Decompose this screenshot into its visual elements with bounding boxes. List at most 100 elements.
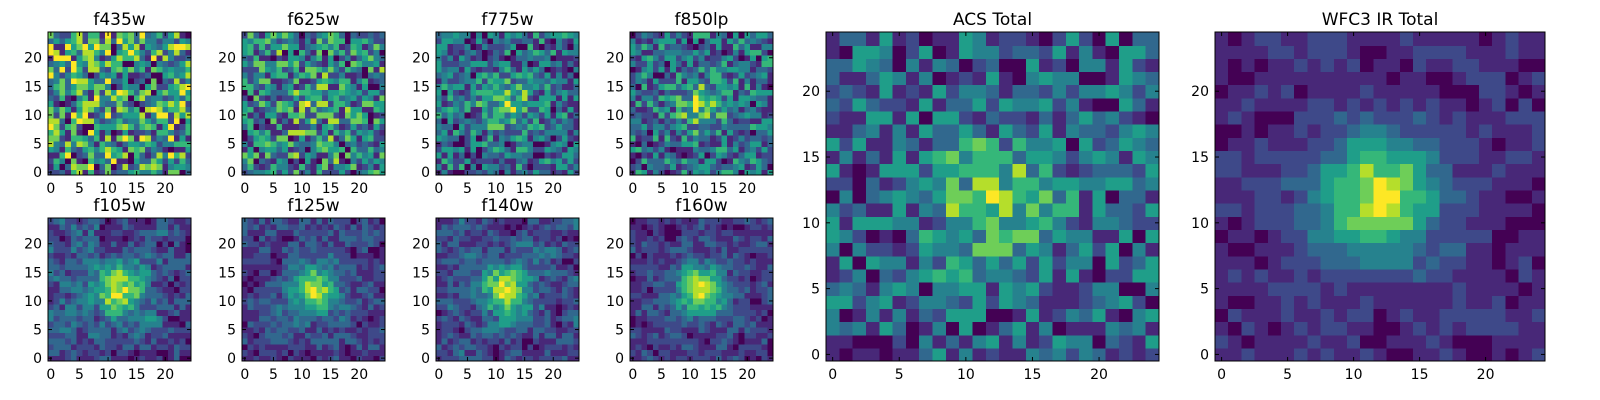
heatmap-cell bbox=[344, 72, 352, 79]
heatmap-cell bbox=[721, 309, 728, 316]
heatmap-cell bbox=[362, 94, 369, 102]
heatmap-cell bbox=[727, 292, 734, 299]
heatmap-cell bbox=[264, 338, 272, 345]
heatmap-cell bbox=[356, 298, 363, 305]
heatmap-cell bbox=[82, 303, 89, 311]
heatmap-cell bbox=[88, 49, 95, 56]
heatmap-cell bbox=[105, 309, 112, 316]
heatmap-cell bbox=[493, 100, 500, 107]
heatmap-cell bbox=[538, 43, 546, 50]
heatmap-cell bbox=[316, 117, 323, 125]
heatmap-cell bbox=[458, 269, 466, 276]
heatmap-cell bbox=[282, 218, 289, 225]
heatmap-cell bbox=[556, 292, 563, 299]
heatmap-cell bbox=[339, 43, 346, 50]
heatmap-cell bbox=[105, 263, 112, 271]
heatmap-cell bbox=[173, 286, 181, 293]
heatmap-cell bbox=[168, 146, 175, 153]
heatmap-cell bbox=[264, 32, 272, 39]
heatmap-cell bbox=[550, 303, 557, 311]
heatmap-cell bbox=[698, 146, 705, 153]
heatmap-cell bbox=[185, 263, 192, 271]
heatmap-cell bbox=[481, 355, 489, 362]
heatmap-cell bbox=[487, 49, 494, 56]
heatmap-cell bbox=[310, 112, 317, 119]
heatmap-cell bbox=[339, 320, 346, 328]
heatmap-cell bbox=[59, 315, 66, 322]
heatmap-cell bbox=[53, 343, 61, 351]
heatmap-cell bbox=[567, 152, 574, 159]
heatmap-cell bbox=[304, 146, 312, 153]
heatmap-cell bbox=[162, 37, 169, 45]
heatmap-cell bbox=[538, 252, 546, 259]
heatmap-cell bbox=[93, 258, 101, 265]
heatmap-cell bbox=[436, 60, 443, 67]
heatmap-cell bbox=[504, 303, 511, 311]
heatmap-cell bbox=[150, 252, 158, 259]
heatmap-cell bbox=[670, 326, 677, 333]
heatmap-cell bbox=[287, 275, 295, 282]
heatmap-cell bbox=[293, 263, 300, 271]
heatmap-cell bbox=[333, 83, 340, 90]
heatmap-cell bbox=[533, 134, 540, 142]
heatmap-cell bbox=[658, 280, 665, 288]
heatmap-cell bbox=[333, 229, 340, 236]
heatmap-cell bbox=[367, 326, 375, 333]
heatmap-cell bbox=[521, 123, 529, 130]
heatmap-cell bbox=[453, 152, 460, 159]
heatmap-cell bbox=[247, 309, 255, 316]
heatmap-cell bbox=[470, 60, 477, 67]
heatmap-cell bbox=[322, 320, 329, 328]
heatmap-cell bbox=[447, 83, 454, 90]
heatmap-cell bbox=[727, 338, 734, 345]
heatmap-cell bbox=[556, 60, 563, 67]
heatmap-cell bbox=[287, 94, 295, 102]
heatmap-cell bbox=[242, 320, 249, 328]
x-tick-label: 10 bbox=[99, 181, 117, 197]
heatmap-cell bbox=[767, 320, 774, 328]
heatmap-cell bbox=[287, 303, 295, 311]
heatmap-cell bbox=[356, 146, 363, 153]
heatmap-cell bbox=[533, 240, 540, 248]
heatmap-cell bbox=[162, 123, 169, 130]
heatmap-cell bbox=[122, 223, 129, 231]
heatmap-cell bbox=[293, 169, 300, 176]
heatmap-cell bbox=[533, 252, 540, 259]
heatmap-cell bbox=[436, 349, 443, 356]
heatmap-cell bbox=[270, 134, 277, 142]
heatmap-cell bbox=[744, 298, 751, 305]
heatmap-cell bbox=[82, 229, 89, 236]
heatmap-cell bbox=[744, 280, 751, 288]
heatmap-cell bbox=[259, 218, 266, 225]
heatmap-cell bbox=[458, 355, 466, 362]
heatmap-cell bbox=[287, 252, 295, 259]
panel-title: f435w bbox=[93, 10, 145, 30]
heatmap-cell bbox=[333, 152, 340, 159]
heatmap-cell bbox=[504, 240, 511, 248]
heatmap-cell bbox=[350, 349, 357, 356]
heatmap-cell bbox=[247, 152, 255, 159]
heatmap-cell bbox=[647, 309, 654, 316]
heatmap-cell bbox=[99, 54, 106, 62]
heatmap-cell bbox=[299, 320, 306, 328]
heatmap-cell bbox=[561, 100, 569, 107]
heatmap-cell bbox=[744, 275, 751, 282]
heatmap-cell bbox=[641, 275, 648, 282]
heatmap-cell bbox=[128, 218, 135, 225]
heatmap-cell bbox=[93, 229, 101, 236]
heatmap-cell bbox=[527, 280, 534, 288]
heatmap-cell bbox=[253, 117, 260, 125]
heatmap-cell bbox=[88, 343, 95, 351]
heatmap-cell bbox=[253, 326, 260, 333]
heatmap-cell bbox=[516, 309, 523, 316]
heatmap-cell bbox=[664, 32, 671, 39]
heatmap-cell bbox=[310, 235, 317, 242]
heatmap-cell bbox=[441, 89, 449, 96]
heatmap-cell bbox=[453, 252, 460, 259]
heatmap-cell bbox=[544, 152, 551, 159]
heatmap-cell bbox=[481, 32, 489, 39]
heatmap-cell bbox=[550, 134, 557, 142]
heatmap-cell bbox=[721, 83, 728, 90]
heatmap-cell bbox=[253, 332, 260, 339]
